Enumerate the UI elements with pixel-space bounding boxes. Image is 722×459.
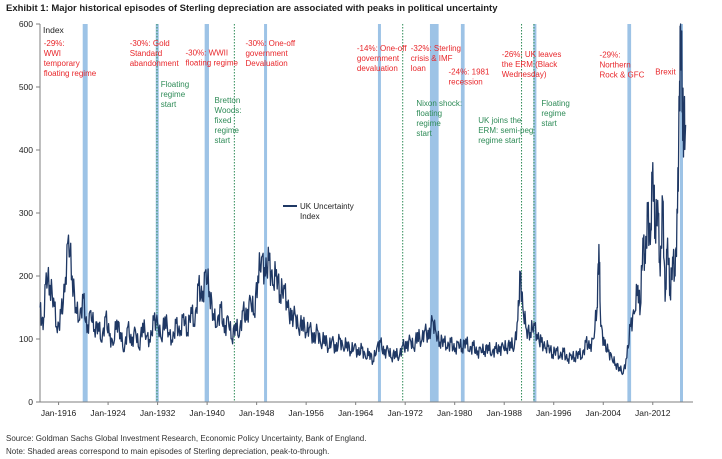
x-tick-label: Jan-1932	[140, 408, 176, 418]
x-tick-label: Jan-1948	[239, 408, 275, 418]
chart-title: Exhibit 1: Major historical episodes of …	[6, 3, 498, 14]
shaded-episode-7	[460, 24, 465, 402]
y-tick-label: 500	[19, 82, 33, 92]
x-axis-ticks: Jan-1916 Jan-1924 Jan-1932 Jan-1940 Jan-1948…	[41, 402, 671, 418]
x-tick-label: Jan-1996	[536, 408, 572, 418]
y-tick-label: 100	[19, 334, 33, 344]
annotation-12: Bretton Woods: fixed regime start	[215, 96, 242, 145]
series-line-uk-uncertainty	[39, 23, 687, 376]
y-tick-label: 600	[19, 19, 33, 29]
annotation-10: Brexit	[655, 67, 676, 76]
y-tick-label: 400	[19, 145, 33, 155]
shaded-episode-6	[429, 24, 439, 402]
y-axis-label: Index	[43, 25, 65, 35]
annotation-8: -26%: UK leaves the ERM (Black Wednesday)	[502, 50, 562, 79]
shaded-episode-1	[82, 24, 88, 402]
y-tick-label: 0	[28, 397, 33, 407]
x-tick-label: Jan-1940	[189, 408, 225, 418]
y-axis-ticks: 0 100 200 300 400 500 600	[19, 19, 40, 407]
y-tick-label: 300	[19, 208, 33, 218]
annotation-1: -29%: WWI temporary floating regime	[44, 39, 97, 78]
annotation-5: -14%: One-off government devaluation	[357, 44, 407, 73]
x-tick-label: Jan-1972	[387, 408, 423, 418]
annotation-3: -30%: WWII floating regime	[185, 49, 238, 68]
shaded-episode-10	[680, 24, 684, 402]
regime-start-lines	[156, 24, 535, 402]
x-tick-label: Jan-2012	[635, 408, 671, 418]
x-tick-label: Jan-1916	[41, 408, 77, 418]
annotation-7: -24%: 1981 recession	[449, 67, 490, 86]
x-tick-label: Jan-1956	[288, 408, 324, 418]
x-tick-label: Jan-1964	[338, 408, 374, 418]
annotation-6: -32%: Sterling crisis & IMF loan	[411, 44, 461, 73]
annotation-13: Nixon shock: floating regime start	[416, 99, 462, 138]
annotation-15: Floating regime start	[541, 99, 569, 128]
annotation-14: UK joins the ERM: semi-peg regime start	[478, 116, 533, 145]
shading-note: Note: Shaded areas correspond to main ep…	[6, 447, 330, 456]
x-tick-label: Jan-1988	[486, 408, 522, 418]
annotation-2: -30%: Gold Standard abandonment	[130, 39, 180, 68]
annotations: -29%: WWI temporary floating regime -30%: Go…	[44, 39, 677, 145]
x-tick-label: Jan-2004	[586, 408, 622, 418]
shaded-episode-3	[204, 24, 209, 402]
legend: UK Uncertainty Index	[283, 202, 354, 221]
shaded-episode-5	[377, 24, 381, 402]
x-tick-label: Jan-1924	[90, 408, 126, 418]
shaded-episode-9	[627, 24, 632, 402]
legend-label: UK Uncertainty Index	[300, 202, 354, 221]
source-note: Source: Goldman Sachs Global Investment …	[6, 434, 367, 443]
annotation-11: Floating regime start	[161, 80, 189, 109]
annotation-9: -29%: Northern Rock & GFC	[600, 50, 645, 79]
annotation-4: -30%: One-off government Devaluation	[245, 39, 295, 68]
shaded-episode-4	[264, 24, 268, 402]
shaded-episode-8	[533, 24, 537, 402]
x-tick-label: Jan-1980	[437, 408, 473, 418]
y-tick-label: 200	[19, 271, 33, 281]
